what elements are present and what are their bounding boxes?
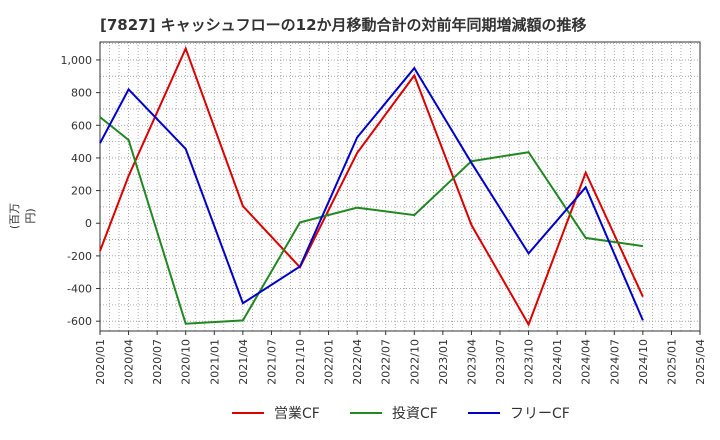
x-tick-label: 2023/04 xyxy=(465,339,478,385)
x-tick-label: 2025/01 xyxy=(665,339,678,385)
series-line-1 xyxy=(99,45,644,327)
chart-title: [7827] キャッシュフローの12か月移動合計の対前年同期増減額の推移 xyxy=(100,16,587,34)
x-tick-label: 2021/07 xyxy=(265,339,278,385)
series-line-3 xyxy=(99,66,644,321)
x-tick-label: 2021/01 xyxy=(208,339,221,385)
x-tick-label: 2023/01 xyxy=(437,339,450,385)
y-tick-label: 600 xyxy=(71,119,92,132)
y-tick-label: -400 xyxy=(67,283,92,296)
y-tick-label: 800 xyxy=(71,87,92,100)
x-tick-label: 2020/04 xyxy=(123,339,136,385)
x-tick-label: 2023/10 xyxy=(523,339,536,385)
legend-label-3: フリーCF xyxy=(510,406,570,422)
x-tick-label: 2024/04 xyxy=(580,339,593,385)
x-tick-label: 2022/07 xyxy=(380,339,393,385)
y-tick-label: 200 xyxy=(71,185,92,198)
x-tick-label: 2021/04 xyxy=(237,339,250,385)
y-tick-label: -600 xyxy=(67,315,92,328)
x-tick-label: 2024/10 xyxy=(637,339,650,385)
legend-label-1: 営業CF xyxy=(274,406,320,422)
y-tick-label: 0 xyxy=(85,217,92,230)
x-tick-label: 2023/07 xyxy=(494,339,507,385)
x-tick-label: 2022/01 xyxy=(323,339,336,385)
x-tick-label: 2021/10 xyxy=(294,339,307,385)
x-tick-label: 2022/10 xyxy=(408,339,421,385)
y-tick-label: 1,000 xyxy=(61,54,93,67)
legend-label-2: 投資CF xyxy=(392,406,438,422)
series-line-2 xyxy=(99,116,644,325)
x-tick-label: 2024/01 xyxy=(551,339,564,385)
x-tick-label: 2020/10 xyxy=(180,339,193,385)
plot-frame xyxy=(99,41,701,332)
y-tick-label: 400 xyxy=(71,152,92,165)
y-tick-label: -200 xyxy=(67,250,92,263)
x-tick-label: 2025/04 xyxy=(694,339,707,385)
x-tick-label: 2024/07 xyxy=(608,339,621,385)
x-tick-label: 2020/07 xyxy=(151,339,164,385)
x-tick-label: 2020/01 xyxy=(94,339,107,385)
x-tick-label: 2022/04 xyxy=(351,339,364,385)
